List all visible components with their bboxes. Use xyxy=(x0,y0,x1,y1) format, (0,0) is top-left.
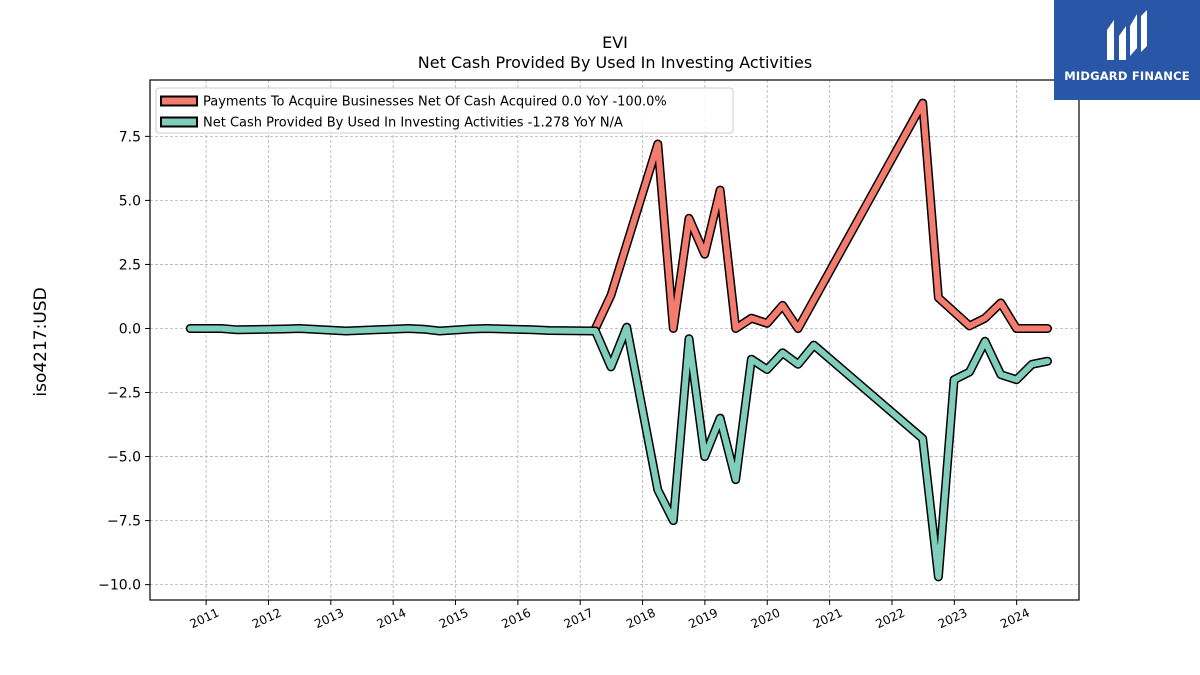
series-1-point xyxy=(751,318,752,319)
x-tick-label: 2021 xyxy=(811,606,845,632)
legend-swatch-1 xyxy=(160,95,198,107)
series-1-point xyxy=(1032,328,1033,329)
series-1-point xyxy=(938,297,939,298)
x-tick-label: 2012 xyxy=(250,606,284,632)
y-tick-label: 7.5 xyxy=(119,129,141,145)
x-tick-label: 2023 xyxy=(936,606,970,632)
series-2-point xyxy=(938,576,939,577)
x-tick-label: 2018 xyxy=(624,606,658,632)
series-line-2 xyxy=(187,324,1051,580)
brand-logo: MIDGARD FINANCE xyxy=(1054,0,1200,100)
series-outline-2 xyxy=(185,322,1052,582)
series-2-point xyxy=(782,352,783,353)
series-1-point xyxy=(611,295,612,296)
x-tick-label: 2016 xyxy=(499,606,533,632)
series-2-point xyxy=(346,331,347,332)
series-2-point xyxy=(626,327,627,328)
y-tick-label: 2.5 xyxy=(119,257,141,273)
series-2-point xyxy=(595,331,596,332)
series-1-point xyxy=(1047,328,1048,329)
series-2-point xyxy=(798,364,799,365)
series-2-point xyxy=(704,456,705,457)
legend: Payments To Acquire Businesses Net Of Ca… xyxy=(155,87,734,134)
plot-frame xyxy=(149,79,1080,601)
series-1-point xyxy=(673,328,674,329)
y-axis-label: iso4217:USD xyxy=(31,287,51,396)
series-1-point xyxy=(1016,328,1017,329)
series-2-point xyxy=(299,328,300,329)
series-lines xyxy=(185,98,1052,582)
y-tick-label: −10.0 xyxy=(98,578,141,594)
series-2-point xyxy=(283,329,284,330)
series-2-point xyxy=(813,345,814,346)
series-2-point xyxy=(767,369,768,370)
series-line-1 xyxy=(592,100,1051,332)
x-tick-label: 2017 xyxy=(562,606,596,632)
series-2-point xyxy=(985,341,986,342)
y-tick-label: −7.5 xyxy=(107,514,141,530)
chart-subtitle: Net Cash Provided By Used In Investing A… xyxy=(418,53,812,72)
series-1-point xyxy=(782,305,783,306)
series-2-point xyxy=(1047,361,1048,362)
series-1-point xyxy=(1000,302,1001,303)
midgard-logo-icon xyxy=(1107,10,1147,60)
series-2-point xyxy=(673,520,674,521)
series-2-point xyxy=(190,328,191,329)
series-2-point xyxy=(439,331,440,332)
legend-label-1: Payments To Acquire Businesses Net Of Ca… xyxy=(203,95,667,110)
series-2-point xyxy=(470,329,471,330)
x-tick-label: 2020 xyxy=(749,606,783,632)
series-2-point xyxy=(735,479,736,480)
series-2-point xyxy=(751,359,752,360)
series-1-point xyxy=(657,144,658,145)
series-2-point xyxy=(236,329,237,330)
y-tick-label: 0.0 xyxy=(119,321,141,337)
series-1-point xyxy=(985,318,986,319)
series-2-point xyxy=(1016,379,1017,380)
series-2-point xyxy=(533,329,534,330)
series-1-point xyxy=(767,323,768,324)
series-1-point xyxy=(720,190,721,191)
x-tick-label: 2019 xyxy=(686,606,720,632)
x-tick-label: 2015 xyxy=(437,606,471,632)
y-tick-label: −5.0 xyxy=(107,450,141,466)
series-2-point xyxy=(1032,364,1033,365)
series-1-point xyxy=(969,325,970,326)
series-2-point xyxy=(1000,374,1001,375)
series-2-point xyxy=(954,379,955,380)
x-tick-label: 2022 xyxy=(873,606,907,632)
brand-name: MIDGARD FINANCE xyxy=(1064,69,1190,83)
x-tick-label: 2013 xyxy=(312,606,346,632)
series-2-point xyxy=(548,330,549,331)
series-2-point xyxy=(720,418,721,419)
series-2-point xyxy=(611,366,612,367)
series-1-point xyxy=(922,103,923,104)
grid-lines xyxy=(150,80,1079,600)
series-2-point xyxy=(689,338,690,339)
series-2-point xyxy=(657,489,658,490)
series-1-point xyxy=(704,254,705,255)
x-tick-label: 2024 xyxy=(998,606,1032,632)
y-tick-label: 5.0 xyxy=(119,193,141,209)
series-1-point xyxy=(689,218,690,219)
series-2-point xyxy=(969,372,970,373)
series-2-point xyxy=(486,328,487,329)
series-2-point xyxy=(221,328,222,329)
legend-label-2: Net Cash Provided By Used In Investing A… xyxy=(203,116,623,131)
chart-title: EVI xyxy=(602,33,628,52)
series-1-point xyxy=(798,328,799,329)
y-tick-label: −2.5 xyxy=(107,386,141,402)
legend-box xyxy=(155,87,734,134)
x-tick-label: 2011 xyxy=(188,606,222,632)
series-2-point xyxy=(922,438,923,439)
series-2-point xyxy=(408,328,409,329)
x-tick-label: 2014 xyxy=(375,606,409,632)
series-1-point xyxy=(735,328,736,329)
series-2-point xyxy=(423,329,424,330)
legend-swatch-2 xyxy=(160,116,198,128)
